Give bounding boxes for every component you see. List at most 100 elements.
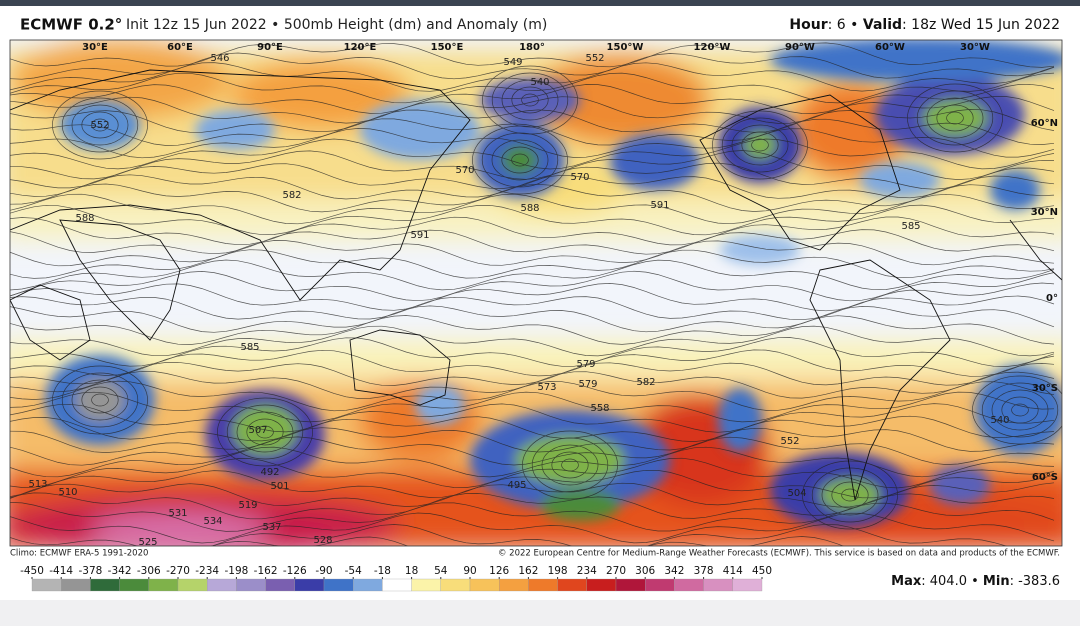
colorbar-tick-label: 270 <box>606 565 626 577</box>
colorbar-tick-label: 126 <box>489 565 509 577</box>
colorbar-segment <box>440 578 471 592</box>
contour-line <box>10 83 1055 114</box>
colorbar-segment <box>31 578 62 592</box>
contour-ring <box>831 481 869 509</box>
contour-ring <box>991 389 1049 431</box>
colorbar-tick-label: 54 <box>434 565 448 577</box>
lon-label: 120°W <box>694 42 731 53</box>
contour-label: 579 <box>578 379 597 390</box>
contour-label: 570 <box>455 165 474 176</box>
contour-line <box>10 502 1055 532</box>
colorbar-tick-label: 234 <box>577 565 597 577</box>
colorbar-segment <box>411 578 441 592</box>
max-value: : 404.0 • <box>921 574 983 589</box>
contour-line <box>10 282 1055 312</box>
colorbar-segment <box>703 578 733 592</box>
lat-labels: 60°N 30°N 0° 30°S 60°S <box>1031 118 1058 483</box>
colorbar-tick-label: 450 <box>752 565 772 577</box>
contour-line <box>10 249 1055 279</box>
lat-label: 60°S <box>1032 472 1058 483</box>
contour-line <box>10 118 1055 146</box>
contour-ring <box>61 97 139 153</box>
top-bar <box>0 0 1080 6</box>
contour-label: 570 <box>570 172 589 183</box>
contour-line <box>10 270 1055 302</box>
colorbar-tick-label: 306 <box>635 565 655 577</box>
contour-label: 591 <box>410 230 429 241</box>
contour-line <box>10 469 1055 499</box>
contour-ring <box>916 90 994 146</box>
contour-label: 549 <box>503 57 522 68</box>
contour-line <box>10 96 1055 124</box>
contour-line <box>10 370 1055 399</box>
max-label: Max <box>891 574 922 589</box>
colorbar-tick-label: -90 <box>315 565 332 577</box>
contour-label: 552 <box>90 120 109 131</box>
colorbar-segment <box>353 578 383 592</box>
contour-ring <box>802 460 898 530</box>
contour-ring <box>511 153 529 167</box>
contour-line <box>10 109 1055 133</box>
colorbar-segment <box>177 578 208 592</box>
contour-ring <box>946 111 964 125</box>
contour-line <box>10 62 1055 92</box>
contour-label: 546 <box>210 53 229 64</box>
colorbar-segment <box>499 578 529 592</box>
contour-label: 588 <box>520 203 539 214</box>
contour-line <box>10 482 1055 508</box>
contour-ring <box>521 93 539 107</box>
contour-ring <box>551 451 589 479</box>
lon-label: 90°W <box>785 42 815 53</box>
contour-ring <box>972 375 1062 445</box>
colorbar-tick-label: -414 <box>49 565 73 577</box>
contour-label: 510 <box>58 487 77 498</box>
contour-ring <box>531 437 609 493</box>
contour-line <box>10 349 1055 377</box>
contour-ring <box>81 111 119 139</box>
model-name: ECMWF 0.2° <box>20 16 122 34</box>
contour-ring <box>91 393 109 407</box>
lon-label: 60°W <box>875 42 905 53</box>
contour-label: 585 <box>240 342 259 353</box>
contour-ring <box>52 90 148 160</box>
colorbar-tick-label: -162 <box>254 565 278 577</box>
contour-ring <box>821 474 879 516</box>
contour-label: 531 <box>168 508 187 519</box>
contour-line <box>10 457 1055 489</box>
coastlines <box>10 69 1062 501</box>
colorbar-segment <box>294 578 325 592</box>
contour-label: 585 <box>901 221 920 232</box>
climo-note: Climo: ECMWF ERA-5 1991-2020 <box>10 549 148 559</box>
bottom-strip <box>0 600 1080 626</box>
contour-line <box>10 295 1055 321</box>
contour-label: 558 <box>590 403 609 414</box>
colorbar-tick-label: -270 <box>166 565 190 577</box>
contour-ring <box>511 86 549 114</box>
contour-ring <box>751 138 769 152</box>
colorbar-tick-label: 90 <box>463 565 476 577</box>
colorbar-tick-label: -378 <box>78 565 102 577</box>
contour-ring <box>491 139 549 181</box>
colorbar-tick-label: -450 <box>20 565 44 577</box>
contour-ring <box>501 146 539 174</box>
colorbar-tick-label: -198 <box>224 565 248 577</box>
lat-label: 60°N <box>1031 118 1058 129</box>
contour-ring <box>91 118 109 132</box>
contour-ring <box>226 404 304 460</box>
contour-ring <box>541 444 599 486</box>
contour-line <box>10 150 1055 180</box>
colorbar-segment <box>557 578 587 592</box>
contour-line <box>10 72 1055 104</box>
colorbar-segment <box>148 578 179 592</box>
contour-line <box>10 391 1055 423</box>
contour-ring <box>236 411 294 453</box>
contour-ring <box>81 386 119 414</box>
contour-ring <box>721 117 799 173</box>
contour-ring <box>936 104 974 132</box>
contour-ring <box>522 430 618 500</box>
contour-ring <box>71 379 129 421</box>
colorbar-tick-label: 378 <box>694 565 714 577</box>
contour-label: 552 <box>585 53 604 64</box>
colorbar-tick-label: -234 <box>195 565 219 577</box>
contour-label: 501 <box>270 481 289 492</box>
